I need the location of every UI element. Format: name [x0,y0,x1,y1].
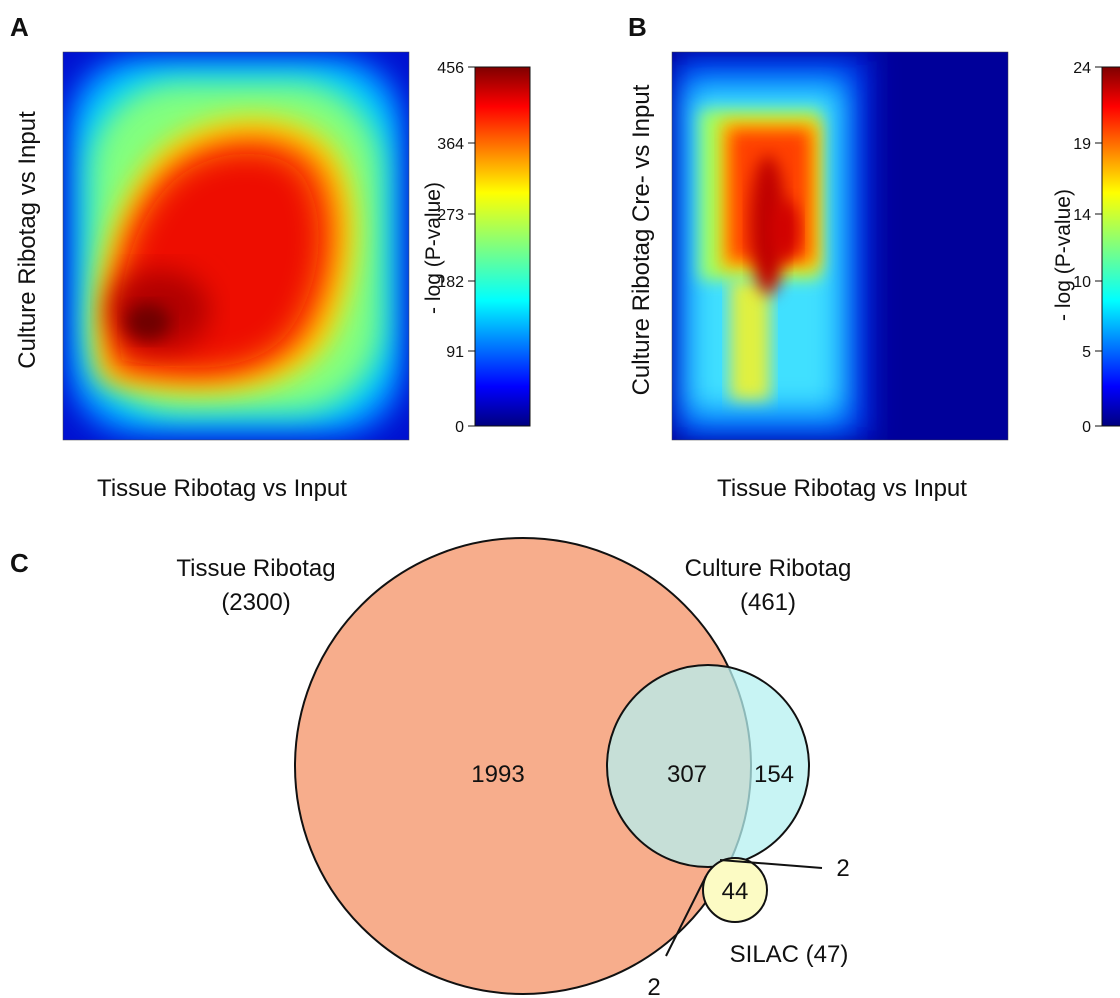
colorbar-a-tick: 364 [437,136,464,153]
colorbar-a-tick: 273 [437,207,464,224]
colorbar-b-tick: 0 [1082,419,1091,436]
venn-circle-silac [702,857,768,923]
colorbar-a-tick: 456 [437,60,464,77]
x-axis-title-b: Tissue Ribotag vs Input [717,475,967,502]
colorbar-b [1101,66,1120,427]
venn-count-culture: (461) [740,589,796,616]
heatmap-a [63,52,409,440]
venn-region-tissue-silac: 2 [647,974,660,998]
colorbar-b-tick: 24 [1073,60,1091,77]
venn-count-tissue: (2300) [221,589,290,616]
panel-c-letter: C [10,548,29,578]
venn-region-culture-silac: 2 [836,855,849,882]
colorbar-a-tick: 91 [446,344,464,361]
pointer-line-culture-silac [719,859,823,869]
colorbar-a-tick: 182 [437,274,464,291]
colorbar-b-tick: 19 [1073,136,1091,153]
venn-region-culture-only: 154 [754,761,794,788]
colorbar-b-ticks: 24 19 14 10 5 0 [1073,60,1102,436]
colorbar-a-tick: 0 [455,419,464,436]
heatmap-b [672,52,1008,440]
colorbar-b-label: - log (P-value) [1052,189,1075,321]
panel-b-letter: B [628,12,647,42]
venn-region-tissue-culture: 307 [667,761,707,788]
venn-label-silac: SILAC (47) [730,941,849,968]
y-axis-title-b: Culture Ribotag Cre- vs Input [628,84,655,395]
colorbar-b-tick: 10 [1073,274,1091,291]
colorbar-b-tick: 5 [1082,344,1091,361]
panel-a-letter: A [10,12,29,42]
venn-circle-culture [606,664,810,868]
colorbar-a [474,66,531,427]
venn-region-silac-only: 44 [722,878,749,905]
colorbar-a-ticks: 456 364 273 182 91 0 [437,60,475,436]
colorbar-a-label: - log (P-value) [422,182,445,314]
x-axis-title-a: Tissue Ribotag vs Input [97,475,347,502]
venn-label-tissue: Tissue Ribotag [176,555,335,582]
venn-diagram: Tissue Ribotag (2300) Culture Ribotag (4… [176,537,852,998]
y-axis-title-a: Culture Ribotag vs Input [14,111,41,369]
pointer-line-tissue-silac [665,875,707,957]
venn-label-culture: Culture Ribotag [685,555,852,582]
venn-region-tissue-only: 1993 [471,761,524,788]
colorbar-b-tick: 14 [1073,207,1091,224]
